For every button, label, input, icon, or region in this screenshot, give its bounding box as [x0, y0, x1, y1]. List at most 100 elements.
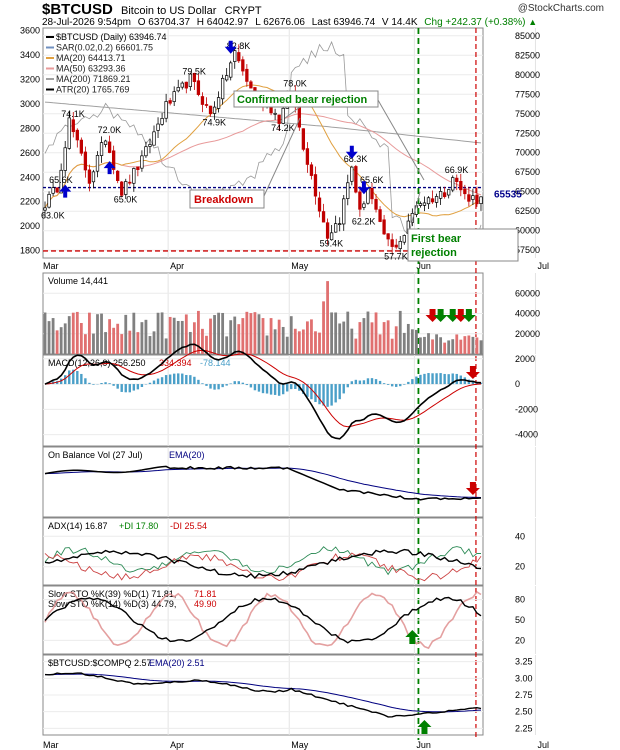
volume-bar	[479, 340, 483, 354]
candle-body	[346, 182, 350, 199]
macd-histogram-bar	[229, 383, 232, 385]
macd-histogram-bar	[290, 384, 293, 390]
price-tick-label: 72500	[515, 128, 540, 138]
adx-plus-di-line	[44, 546, 482, 576]
peak-label: 68.3K	[344, 154, 368, 164]
panel-frame-price	[42, 27, 484, 259]
obv-legend-item: On Balance Vol (27 Jul)	[48, 450, 143, 460]
volume-bar	[277, 319, 281, 354]
macd-histogram-bar	[193, 376, 196, 385]
candle-body	[430, 198, 435, 203]
macd-line	[44, 343, 482, 440]
atr-tick-label: 2400	[20, 172, 40, 182]
volume-bar	[358, 322, 362, 354]
volume-bar	[431, 339, 434, 354]
volume-bar	[362, 318, 366, 354]
peak-label: 78.0K	[283, 78, 307, 88]
macd-histogram-bar	[419, 374, 422, 385]
candle-body	[67, 117, 71, 149]
volume-bar	[201, 328, 204, 354]
price-tick-label: 82500	[515, 50, 540, 60]
macd-histogram-bar	[451, 373, 454, 385]
macd-histogram-bar	[88, 382, 91, 385]
volume-bar	[398, 310, 402, 354]
volume-bar	[112, 327, 116, 354]
down-arrow-icon	[433, 309, 448, 322]
volume-bar	[334, 312, 338, 354]
candle-body	[103, 140, 108, 145]
volume-bar	[120, 334, 124, 354]
last-price-label: 65535	[494, 190, 522, 201]
ma200-line	[44, 101, 482, 144]
volume-bar	[188, 331, 192, 354]
volume-bar	[447, 340, 451, 354]
macd-histogram-bar	[269, 384, 273, 395]
volume-bar	[233, 316, 237, 354]
month-label-bottom: Jun	[416, 740, 431, 750]
candle-body	[176, 87, 180, 92]
annotation-breakdown: Breakdown	[194, 194, 254, 206]
volume-bar	[443, 342, 447, 354]
peak-label: 72.0K	[98, 125, 122, 135]
volume-bar	[471, 336, 475, 354]
candle-body	[233, 50, 237, 62]
volume-bar	[67, 316, 71, 354]
candle-body	[463, 188, 467, 195]
atr-tick-label: 3600	[20, 25, 40, 35]
volume-bar	[326, 281, 329, 354]
peak-label: 57.7K	[384, 252, 408, 262]
candle-body	[273, 112, 277, 115]
candle-body	[204, 104, 209, 106]
volume-bar	[96, 314, 99, 354]
macd-histogram-bar	[273, 384, 277, 395]
volume-bar	[310, 319, 313, 354]
quote-last: Last 63946.74	[311, 17, 376, 28]
candle-body	[338, 223, 342, 225]
legend-item: MA(200) 71869.21	[56, 74, 131, 84]
candle-body	[148, 144, 152, 147]
macd-histogram-bar	[362, 380, 366, 385]
candle-body	[459, 180, 463, 191]
candle-body	[241, 59, 245, 72]
candle-body	[329, 232, 334, 241]
macd-legend-item: MACD(12,26,9) 256.250	[48, 358, 146, 368]
candle-body	[390, 239, 394, 247]
volume-bar	[197, 310, 200, 354]
candle-body	[59, 169, 63, 194]
peak-label: 65.6K	[360, 175, 384, 185]
macd-histogram-bar	[447, 374, 450, 385]
price-tick-label: 65000	[515, 187, 540, 197]
volume-bar	[342, 321, 346, 354]
volume-bar	[285, 336, 289, 354]
candle-body	[160, 118, 164, 125]
quote-change: Chg +242.37 (+0.38%)	[424, 17, 526, 28]
down-arrow-icon	[465, 366, 480, 379]
candle-body	[374, 198, 378, 210]
down-arrow-icon	[453, 309, 468, 322]
macd-histogram-bar	[124, 384, 127, 393]
macd-histogram-bar	[237, 381, 240, 385]
candle-body	[426, 197, 431, 205]
volume-bar	[221, 312, 225, 354]
legend-item: ATR(20) 1765.769	[56, 85, 129, 95]
macd-histogram-bar	[455, 373, 458, 385]
peak-label: 74.9K	[203, 118, 227, 128]
volume-bar	[83, 334, 87, 354]
candle-body	[188, 73, 192, 87]
candle-body	[305, 148, 310, 165]
candle-body	[136, 166, 140, 170]
volume-bar	[366, 311, 370, 354]
volume-bar	[386, 320, 390, 354]
macd-histogram-bar	[185, 374, 188, 385]
macd-histogram-bar	[152, 380, 156, 385]
peak-label: 74.2K	[271, 123, 295, 133]
volume-bar	[128, 330, 132, 354]
macd-histogram-bar	[439, 373, 442, 385]
atr-tick-label: 2600	[20, 148, 40, 158]
peak-label: 79.5K	[182, 67, 206, 77]
macd-histogram-bar	[366, 378, 370, 385]
peak-label: 65.6K	[49, 175, 73, 185]
macd-histogram-bar	[164, 375, 168, 385]
candle-body	[245, 68, 249, 82]
